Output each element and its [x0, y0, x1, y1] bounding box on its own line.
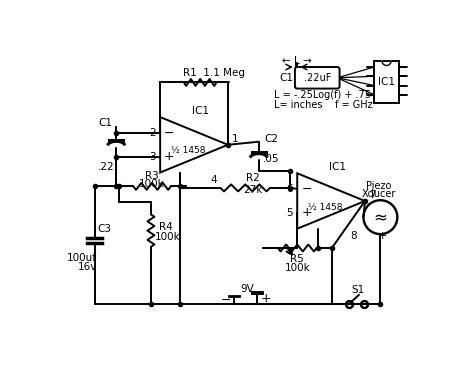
Text: 100k: 100k [155, 232, 181, 242]
Text: L= inches    f = GHz: L= inches f = GHz [274, 100, 373, 110]
Text: R4: R4 [159, 222, 173, 232]
Text: 5: 5 [286, 208, 293, 218]
Text: .22uF: .22uF [303, 73, 331, 83]
Text: 100k: 100k [284, 263, 310, 273]
Text: IC1: IC1 [330, 162, 347, 172]
Text: −: − [301, 183, 312, 196]
FancyBboxPatch shape [295, 67, 340, 89]
Text: +: + [378, 231, 387, 242]
Text: 2: 2 [149, 128, 156, 138]
Text: Piezo: Piezo [366, 182, 392, 191]
Text: +: + [301, 206, 312, 219]
Bar [374, 61, 399, 103]
Text: ½ 1458: ½ 1458 [171, 146, 206, 156]
Text: ≈: ≈ [374, 208, 387, 226]
Text: +: + [164, 150, 175, 163]
Text: Xducer: Xducer [362, 189, 396, 199]
Text: R5: R5 [291, 254, 304, 264]
Text: IC1: IC1 [378, 77, 395, 87]
Text: 3: 3 [149, 152, 156, 162]
Text: C1: C1 [99, 118, 112, 128]
Text: 9V: 9V [241, 284, 254, 294]
Text: C1: C1 [280, 73, 293, 83]
Text: ← L →: ← L → [281, 56, 311, 66]
Text: R1  1.1 Meg: R1 1.1 Meg [183, 68, 245, 78]
Text: +: + [261, 292, 272, 305]
Text: .22: .22 [98, 162, 115, 172]
Text: 8: 8 [350, 231, 357, 242]
Text: C2: C2 [264, 134, 278, 143]
Text: 4: 4 [211, 175, 218, 185]
Text: 100uf: 100uf [67, 253, 97, 263]
Text: 27k: 27k [243, 185, 263, 195]
Text: 100k: 100k [139, 179, 165, 189]
Text: L = -.25Log(f) + .75: L = -.25Log(f) + .75 [274, 90, 371, 100]
Text: −: − [221, 294, 232, 307]
Text: 6: 6 [286, 184, 293, 194]
Text: .05: .05 [263, 154, 279, 164]
Text: −: − [164, 127, 175, 140]
Text: C3: C3 [97, 224, 111, 234]
Text: 16v: 16v [77, 262, 97, 272]
Text: 7: 7 [369, 190, 376, 200]
Text: 1: 1 [232, 134, 239, 143]
Text: ½ 1458: ½ 1458 [308, 203, 343, 212]
Text: R2: R2 [246, 173, 260, 183]
Text: IC1: IC1 [192, 106, 209, 116]
Text: R3: R3 [145, 171, 159, 182]
Text: S1: S1 [352, 285, 365, 295]
